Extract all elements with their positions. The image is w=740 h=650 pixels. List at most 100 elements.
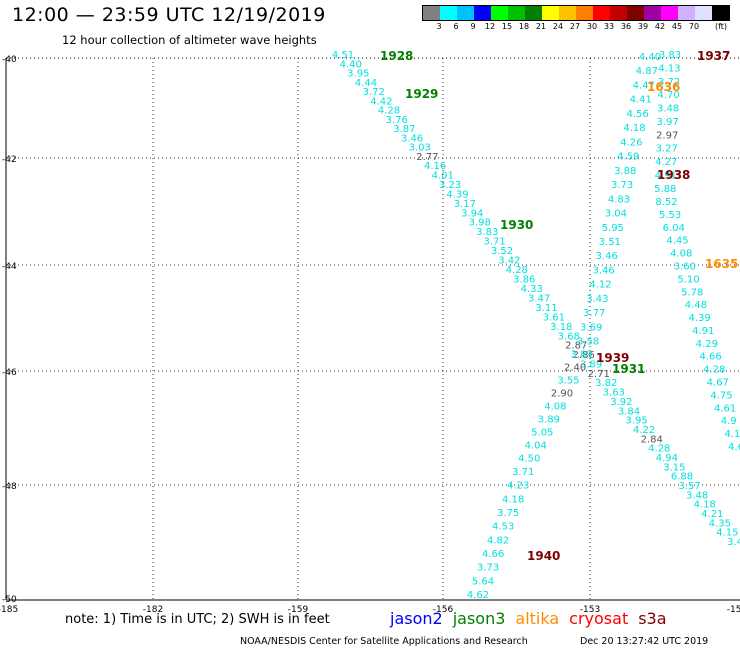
wave-height-value: 3.63	[603, 388, 625, 399]
legend-swatch	[610, 6, 627, 20]
time-label: 1937	[697, 49, 730, 63]
legend-swatch	[593, 6, 610, 20]
lon-label: -150	[727, 605, 740, 615]
wave-height-value: 3.51	[599, 237, 621, 248]
wave-height-value: 4.28	[506, 265, 528, 276]
wave-height-value: 2.90	[551, 389, 573, 400]
wave-height-value: 4.33	[521, 284, 543, 295]
wave-height-value: 4.61	[714, 403, 736, 414]
time-label: 1929	[405, 87, 438, 101]
wave-height-value: 3.17	[454, 199, 476, 210]
legend-label: 18	[518, 22, 530, 31]
wave-height-value: 4.45	[666, 236, 688, 247]
wave-height-value: 3.69	[580, 322, 602, 333]
wave-height-value: 3.77	[583, 308, 605, 319]
wave-height-value: 3.87	[393, 124, 415, 135]
wave-height-value: 4.48	[685, 300, 707, 311]
wave-height-value: 3.72	[658, 77, 680, 88]
wave-height-value: 2.97	[656, 130, 678, 141]
wave-height-value: 4.82	[487, 535, 509, 546]
legend-swatch	[712, 6, 729, 20]
wave-height-value: 4.67	[707, 378, 729, 389]
wave-height-value: 5.53	[659, 210, 681, 221]
wave-height-value: 4.27	[655, 157, 677, 168]
wave-height-value: 4.53	[492, 522, 514, 533]
wave-height-value: 4.23	[507, 481, 529, 492]
wave-height-value: 4.9	[721, 416, 737, 427]
wave-height-value: 4.08	[544, 402, 566, 413]
wave-height-value: 4.35	[709, 518, 731, 529]
legend-label: 24	[552, 22, 564, 31]
wave-height-value: 4.01	[432, 170, 454, 181]
wave-height-value: 3.95	[347, 69, 369, 80]
wave-height-value: 2.86	[572, 350, 594, 361]
wave-height-value: 3.84	[618, 406, 640, 417]
wave-height-value: 4.83	[608, 194, 630, 205]
legend-label: (ft)	[714, 22, 728, 31]
wave-height-value: 5.64	[472, 576, 494, 587]
color-scale-legend	[422, 5, 730, 21]
wave-height-value: 3.71	[512, 467, 534, 478]
legend-swatch	[576, 6, 593, 20]
legend-label: 12	[484, 22, 496, 31]
satellite-label-s3a: s3a	[638, 609, 667, 628]
wave-height-value: 3.60	[674, 262, 696, 273]
legend-label: 33	[603, 22, 615, 31]
timestamp-text: Dec 20 13:27:42 UTC 2019	[580, 636, 709, 647]
legend-swatch	[644, 6, 661, 20]
wave-height-value: 3.72	[363, 87, 385, 98]
wave-height-value: 4.18	[623, 123, 645, 134]
wave-height-value: 4.62	[467, 590, 489, 601]
time-label: 1938	[657, 168, 690, 182]
wave-height-value: 5.95	[602, 223, 624, 234]
wave-height-value: 4.91	[655, 171, 677, 182]
legend-label: 9	[470, 22, 476, 31]
wave-height-value: 3.94	[461, 208, 483, 219]
wave-height-value: 4.41	[630, 95, 652, 106]
page-subtitle: 12 hour collection of altimeter wave hei…	[62, 33, 317, 47]
wave-height-value: 3.46	[401, 133, 423, 144]
wave-height-value: 4.94	[656, 453, 678, 464]
wave-height-value: 3.55	[557, 376, 579, 387]
legend-label: 27	[569, 22, 581, 31]
satellite-label-cryosat: cryosat	[569, 609, 629, 628]
credit-text: NOAA/NESDIS Center for Satellite Applica…	[240, 636, 528, 647]
wave-height-value: 4.51	[332, 50, 354, 61]
wave-height-value: 3.76	[386, 115, 408, 126]
legend-label: 15	[501, 22, 513, 31]
legend-swatch	[542, 6, 559, 20]
lat-label: -40	[2, 55, 17, 65]
wave-height-value: 4.04	[525, 441, 547, 452]
legend-swatch	[508, 6, 525, 20]
wave-height-value: 3.46	[596, 251, 618, 262]
legend-label: 42	[654, 22, 666, 31]
wave-height-value: 3.18	[550, 322, 572, 333]
lat-label: -46	[2, 368, 17, 378]
wave-height-value: 4.40	[639, 52, 661, 63]
color-scale-labels: 3 6 9 12 15 18 21 24 27 30 33 36 39 42 45 70 (ft)	[422, 22, 740, 34]
wave-height-value: 2.77	[416, 152, 438, 163]
wave-height-value: 3.89	[580, 360, 602, 371]
legend-swatch	[678, 6, 695, 20]
wave-height-value: 3.95	[625, 416, 647, 427]
lon-label: -153	[580, 605, 600, 615]
track-altika: 3.834.133.724.703.483.972.973.274.274.91…	[654, 50, 740, 453]
wave-height-value: 4.12	[589, 280, 611, 291]
wave-height-value: 4.16	[424, 161, 446, 172]
wave-height-value: 3.71	[483, 237, 505, 248]
wave-height-value: 4.22	[633, 425, 655, 436]
wave-height-value: 3.52	[491, 246, 513, 257]
lat-label: -44	[2, 262, 17, 272]
wave-height-value: 3.48	[657, 104, 679, 115]
track-jason3: 4.514.403.954.443.724.424.283.763.873.46…	[332, 50, 740, 548]
wave-height-value: 4.28	[648, 444, 670, 455]
wave-height-value: 4.44	[355, 78, 377, 89]
wave-height-value: 4.28	[703, 365, 725, 376]
wave-height-value: 3.47	[528, 293, 550, 304]
wave-height-value: 2.84	[641, 434, 663, 445]
wave-height-value: 4.13	[658, 63, 680, 74]
wave-height-value: 4.6	[728, 442, 740, 453]
wave-height-value: 4.08	[670, 249, 692, 260]
legend-swatch	[695, 6, 712, 20]
track-cryosat: 4.62 5.64 3.73 4.66 4.82 4.53 3.75 4.18 4.23 3.71…	[467, 52, 661, 601]
